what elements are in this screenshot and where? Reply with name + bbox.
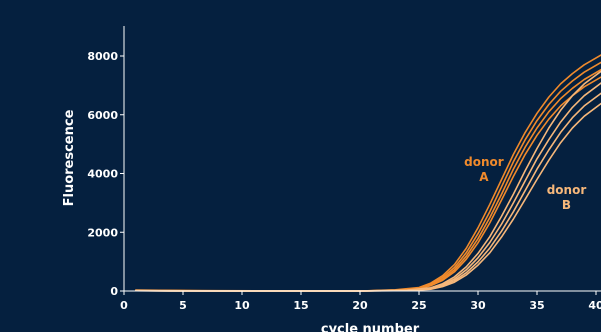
series-line-b-6 [135,82,601,292]
series-line-a-1 [135,54,601,292]
x-tick-label: 0 [120,299,128,312]
donor-label-a-line2: A [479,170,489,184]
y-tick-label: 4000 [87,168,118,181]
x-tick-label: 5 [179,299,187,312]
x-tick-label: 10 [234,299,250,312]
tick-layer: 0 2000 4000 6000 8000 0 5 10 15 20 25 30 35 40 [87,50,601,312]
y-tick-label: 6000 [87,109,118,122]
x-tick-label: 20 [352,299,368,312]
series-line-a-4 [135,76,601,292]
x-axis-title: cycle number [321,322,420,332]
x-tick-label: 30 [470,299,486,312]
y-tick-label: 0 [110,285,118,298]
y-tick-label: 2000 [87,226,118,239]
donor-label-a-line1: donor [464,155,504,169]
x-tick-label: 15 [293,299,308,312]
series-line-a-2 [135,61,601,292]
series-layer [135,54,601,292]
x-tick-label: 40 [588,299,601,312]
donor-label-b-line2: B [562,198,571,212]
x-tick-label: 35 [529,299,544,312]
x-tick-label: 25 [411,299,426,312]
donor-label-b-line1: donor [547,183,587,197]
y-axis-title: Fluorescence [62,109,77,206]
y-tick-label: 8000 [87,50,118,63]
